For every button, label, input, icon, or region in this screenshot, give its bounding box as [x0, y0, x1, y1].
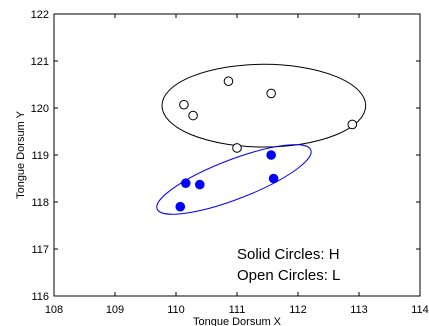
y-tick-label: 116	[31, 291, 49, 303]
open-circle-point	[232, 143, 242, 153]
y-axis-title: Tongue Dorsum Y	[15, 110, 27, 199]
open-circle-point	[266, 88, 276, 99]
open-circle-point	[223, 76, 234, 87]
y-tick-label: 118	[31, 197, 49, 209]
open-circle-point	[188, 110, 198, 121]
x-tick-label: 109	[106, 304, 124, 316]
group-ellipse-h	[156, 144, 312, 215]
y-tick-label: 119	[31, 150, 49, 162]
y-tick-label: 117	[31, 244, 49, 256]
group-ellipse-l	[161, 63, 367, 148]
x-tick-label: 108	[45, 304, 63, 316]
group-ellipses	[156, 63, 367, 215]
solid-circle-point	[266, 150, 276, 160]
open-circle-point	[179, 99, 189, 110]
y-tick-label: 120	[31, 103, 49, 115]
x-tick-label: 112	[289, 304, 307, 316]
solid-circle-point	[180, 178, 191, 188]
x-tick-label: 114	[411, 304, 429, 316]
solid-circle-point	[268, 173, 279, 184]
axis-ticks: 108 109 110 111 112 113 114 116 117 118 119 120 121 1…	[31, 9, 429, 316]
data-points	[175, 76, 358, 212]
y-tick-label: 121	[31, 56, 49, 68]
x-tick-label: 111	[229, 304, 246, 316]
x-tick-label: 113	[350, 304, 368, 316]
y-tick-label: 122	[31, 9, 49, 21]
open-circle-point	[347, 119, 358, 130]
solid-circle-point	[175, 201, 186, 212]
annotation-solid-circles: Solid Circles: H	[237, 246, 340, 263]
x-tick-label: 110	[167, 304, 185, 316]
solid-circle-point	[194, 179, 205, 190]
annotation-open-circles: Open Circles: L	[237, 267, 340, 284]
x-axis-title: Tongue Dorsum X	[193, 316, 282, 326]
